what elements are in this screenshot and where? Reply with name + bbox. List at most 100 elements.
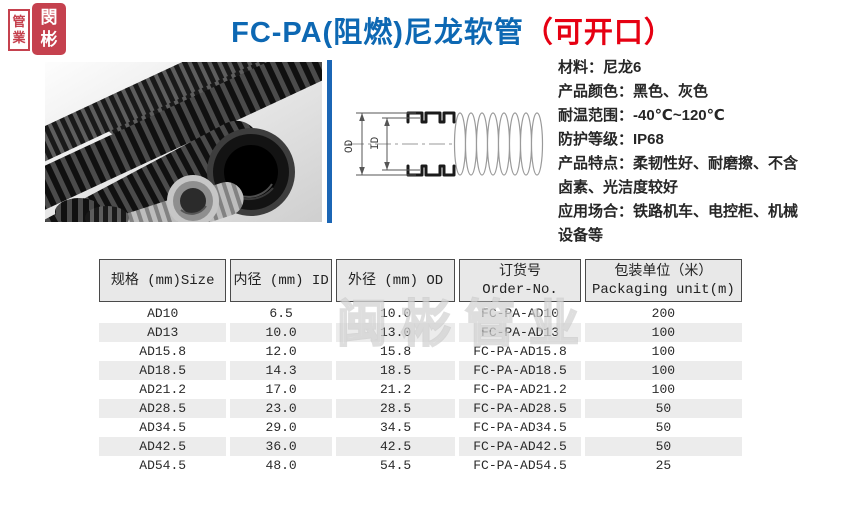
- col-header-id: 内径 (mm) ID: [230, 259, 332, 302]
- spec-features: 产品特点：柔韧性好、耐磨擦、不含: [558, 155, 799, 172]
- cell-od: 13.0: [335, 323, 456, 342]
- cell-order: FC-PA-AD28.5: [459, 399, 581, 418]
- technical-drawing: OD ID: [336, 80, 544, 212]
- cell-size: AD15.8: [139, 344, 187, 359]
- spec-text-block: 材料：尼龙6 产品颜色：黑色、灰色 耐温范围：-40℃~120℃ 防护等级：IP…: [558, 56, 840, 248]
- od-id-diagram: OD ID: [344, 111, 544, 177]
- id-dimension: [382, 117, 420, 171]
- col-header-od: 外径 (mm) OD: [335, 259, 456, 302]
- cell-id: 36.0: [230, 437, 332, 456]
- seal-char: 業: [12, 30, 26, 45]
- table-row: AD10 6.5 10.0 FC-PA-AD10 200: [99, 304, 742, 323]
- cell-od: 21.2: [380, 382, 412, 397]
- cell-od: 34.5: [380, 420, 412, 435]
- page-title: FC-PA(阻燃)尼龙软管（可开口）: [70, 9, 835, 51]
- id-arrow-up: [384, 118, 390, 126]
- col-header-size: 规格 (mm)Size: [99, 259, 227, 302]
- spec-applications-cont: 设备等: [558, 227, 604, 244]
- size-table: 规格 (mm)Size 内径 (mm) ID 外径 (mm) OD 订货号 Or…: [99, 259, 742, 475]
- corrugation-profile: [406, 111, 456, 177]
- cell-pack: 25: [655, 458, 672, 473]
- product-photo: [16, 0, 362, 272]
- cell-pack: 50: [655, 420, 672, 435]
- cell-od: 28.5: [335, 399, 456, 418]
- od-arrow-up: [359, 113, 365, 121]
- cell-od: 15.8: [380, 344, 412, 359]
- cell-order: FC-PA-AD34.5: [473, 420, 567, 435]
- cell-id: 6.5: [269, 306, 293, 321]
- table-row: AD42.5 36.0 42.5 FC-PA-AD42.5 50: [99, 437, 742, 456]
- table-body: AD10 6.5 10.0 FC-PA-AD10 200 AD13 10.0 1…: [99, 304, 742, 475]
- spec-features-cont: 卤素、光洁度较好: [558, 179, 679, 196]
- seal-char: 管: [12, 13, 26, 29]
- cell-od: 54.5: [380, 458, 412, 473]
- cell-order: FC-PA-AD13: [459, 323, 581, 342]
- cell-id: 14.3: [230, 361, 332, 380]
- spec-color: 产品颜色：黑色、灰色: [558, 83, 709, 100]
- cell-id: 17.0: [265, 382, 297, 397]
- cell-size: AD34.5: [139, 420, 187, 435]
- page-title-suffix: （可开口）: [523, 17, 674, 49]
- cell-order: FC-PA-AD42.5: [459, 437, 581, 456]
- od-arrow-down: [359, 167, 365, 175]
- cell-size: AD42.5: [99, 437, 227, 456]
- cell-order: FC-PA-AD54.5: [473, 458, 567, 473]
- cell-size: AD28.5: [99, 399, 227, 418]
- table-row: AD54.5 48.0 54.5 FC-PA-AD54.5 25: [99, 456, 742, 475]
- tubes-photo-illustration: [16, 0, 362, 272]
- company-seal-logo: 管 業 閔 彬: [8, 3, 68, 58]
- cell-size: AD18.5: [99, 361, 227, 380]
- col-header-order: 订货号 Order-No.: [459, 259, 581, 302]
- cell-pack: 200: [651, 306, 676, 321]
- cell-size: AD21.2: [139, 382, 187, 397]
- table-row: AD21.2 17.0 21.2 FC-PA-AD21.2 100: [99, 380, 742, 399]
- seal-char: 彬: [40, 30, 58, 49]
- cell-id: 48.0: [265, 458, 297, 473]
- cell-order: FC-PA-AD10: [481, 306, 560, 321]
- blue-divider-bar: [327, 60, 332, 223]
- cell-id: 23.0: [230, 399, 332, 418]
- cell-size: AD54.5: [139, 458, 187, 473]
- table-row: AD34.5 29.0 34.5 FC-PA-AD34.5 50: [99, 418, 742, 437]
- col-header-order-zh: 订货号: [499, 263, 542, 280]
- col-header-pack: 包装单位（米） Packaging unit(m): [584, 259, 742, 302]
- cell-id: 12.0: [265, 344, 297, 359]
- od-label: OD: [344, 139, 356, 153]
- cell-pack: 50: [584, 399, 742, 418]
- cell-od: 18.5: [335, 361, 456, 380]
- table-row: AD28.5 23.0 28.5 FC-PA-AD28.5 50: [99, 399, 742, 418]
- cell-size: AD13: [99, 323, 227, 342]
- table-header-row: 规格 (mm)Size 内径 (mm) ID 外径 (mm) OD 订货号 Or…: [99, 259, 742, 302]
- table-row: AD18.5 14.3 18.5 FC-PA-AD18.5 100: [99, 361, 742, 380]
- cell-order: FC-PA-AD18.5: [459, 361, 581, 380]
- corrugation-rings: [453, 112, 544, 176]
- cell-pack: 100: [584, 323, 742, 342]
- cell-pack: 100: [651, 344, 676, 359]
- cell-order: FC-PA-AD21.2: [473, 382, 567, 397]
- table-row: AD13 10.0 13.0 FC-PA-AD13 100: [99, 323, 742, 342]
- seal-left-box: 管 業: [8, 9, 30, 51]
- col-header-pack-en: Packaging unit(m): [591, 281, 735, 298]
- seal-char: 閔: [40, 7, 58, 27]
- col-header-pack-zh: 包装单位（米）: [614, 263, 713, 280]
- cell-od: 10.0: [380, 306, 412, 321]
- spec-protection: 防护等级：IP68: [558, 131, 664, 148]
- id-label: ID: [370, 136, 382, 150]
- table-row: AD15.8 12.0 15.8 FC-PA-AD15.8 100: [99, 342, 742, 361]
- cell-id: 10.0: [230, 323, 332, 342]
- id-arrow-down: [384, 162, 390, 170]
- col-header-order-en: Order-No.: [482, 281, 558, 298]
- spec-applications: 应用场合：铁路机车、电控柜、机械: [558, 203, 799, 220]
- cell-id: 29.0: [265, 420, 297, 435]
- cell-pack: 100: [651, 382, 676, 397]
- seal-right-box: 閔 彬: [32, 3, 66, 55]
- od-dimension: [356, 112, 416, 176]
- cell-pack: 100: [584, 361, 742, 380]
- cell-pack: 50: [584, 437, 742, 456]
- cell-od: 42.5: [335, 437, 456, 456]
- cell-size: AD10: [147, 306, 179, 321]
- page-title-main: FC-PA(阻燃)尼龙软管: [231, 17, 524, 49]
- spec-temperature: 耐温范围：-40℃~120℃: [558, 107, 725, 124]
- cell-order: FC-PA-AD15.8: [473, 344, 567, 359]
